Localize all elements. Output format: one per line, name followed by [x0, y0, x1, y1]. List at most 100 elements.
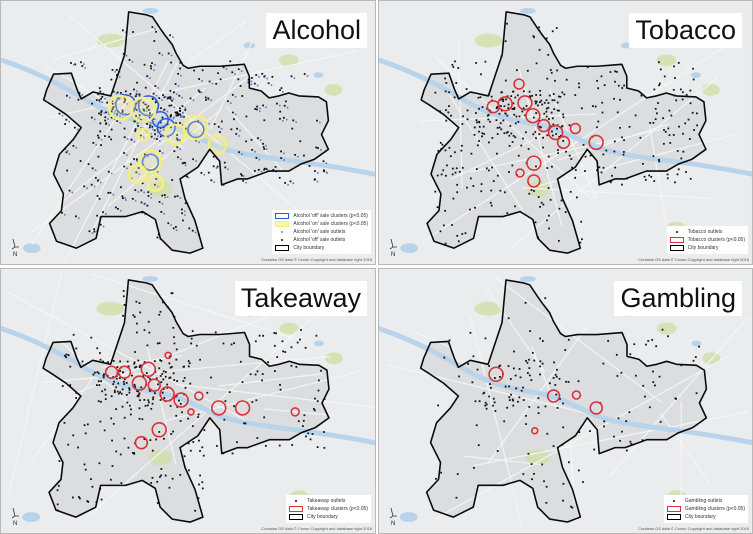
outlet-point: [490, 189, 493, 192]
park-area: [324, 352, 343, 365]
outlet-point-on-sale: [256, 84, 259, 87]
outlet-point: [129, 404, 131, 407]
outlet-point: [525, 414, 527, 417]
outlet-point-on-sale: [157, 185, 159, 188]
outlet-point: [504, 40, 507, 43]
outlet-point: [116, 366, 119, 369]
outlet-point: [146, 75, 149, 78]
outlet-point-on-sale: [97, 178, 100, 181]
road: [52, 24, 170, 61]
outlet-point: [480, 183, 483, 185]
outlet-point: [533, 36, 535, 39]
outlet-point: [191, 229, 194, 232]
outlet-point: [565, 380, 567, 383]
outlet-point: [506, 22, 508, 25]
outlet-point: [601, 111, 604, 114]
outlet-point: [547, 155, 550, 158]
outlet-point: [555, 375, 558, 378]
outlet-point: [159, 375, 162, 377]
outlet-point: [158, 431, 161, 433]
outlet-point: [443, 356, 446, 359]
outlet-point-on-sale: [250, 80, 253, 83]
outlet-point: [436, 206, 439, 209]
outlet-point-on-sale: [126, 154, 128, 156]
outlet-point: [297, 420, 300, 423]
outlet-point-on-sale: [177, 85, 180, 87]
outlet-point-on-sale: [320, 149, 322, 151]
outlet-point: [121, 388, 124, 391]
outlet-point: [87, 163, 90, 166]
outlet-point: [176, 405, 179, 408]
outlet-point: [475, 119, 478, 122]
outlet-point: [567, 381, 570, 383]
outlet-point: [596, 169, 598, 172]
outlet-point: [545, 37, 548, 40]
outlet-point-on-sale: [94, 169, 97, 172]
outlet-point: [116, 390, 119, 393]
road: [157, 74, 253, 147]
outlet-point: [139, 364, 142, 367]
outlet-point: [242, 179, 245, 182]
outlet-point: [303, 154, 305, 157]
outlet-point: [168, 362, 171, 365]
outlet-point: [528, 358, 530, 361]
outlet-point: [159, 310, 162, 313]
outlet-point: [124, 99, 127, 101]
outlet-point: [110, 417, 113, 420]
outlet-point: [150, 407, 153, 410]
outlet-point: [133, 451, 135, 454]
legend-item: Alcohol 'off' sale clusters (p<0.05): [275, 212, 368, 220]
outlet-point: [99, 223, 102, 226]
outlet-point: [455, 496, 458, 499]
outlet-point: [487, 169, 490, 172]
outlet-point-on-sale: [213, 181, 216, 183]
outlet-point: [674, 77, 676, 79]
outlet-point: [156, 342, 159, 345]
outlet-point: [652, 121, 655, 124]
outlet-point: [577, 469, 580, 472]
legend-dot-icon: [275, 229, 289, 235]
outlet-point-on-sale: [243, 175, 245, 177]
outlet-point: [245, 115, 248, 118]
outlet-point: [120, 186, 122, 189]
outlet-point: [556, 69, 559, 72]
outlet-point: [121, 111, 124, 113]
outlet-point: [602, 166, 605, 169]
outlet-point: [197, 89, 200, 92]
outlet-point: [537, 406, 540, 409]
outlet-point: [547, 53, 550, 56]
outlet-point: [562, 402, 564, 405]
outlet-point: [480, 190, 483, 193]
outlet-point: [668, 109, 671, 112]
outlet-point: [674, 181, 676, 184]
outlet-point: [614, 166, 617, 169]
outlet-point: [524, 114, 526, 117]
outlet-point: [172, 227, 175, 230]
outlet-point: [133, 361, 136, 364]
outlet-point: [548, 118, 550, 120]
outlet-point: [453, 96, 456, 99]
park-area: [279, 322, 300, 335]
outlet-point: [151, 62, 153, 64]
outlet-point: [99, 420, 102, 423]
outlet-point-on-sale: [113, 112, 116, 114]
outlet-point: [551, 134, 554, 137]
outlet-point: [168, 377, 171, 380]
outlet-point: [163, 96, 166, 99]
outlet-point: [254, 340, 257, 343]
map-legend: Tobacco outlets Tobacco clusters (p<0.05)…: [666, 226, 748, 254]
outlet-point: [148, 331, 151, 334]
outlet-point: [538, 133, 541, 136]
outlet-point: [142, 108, 145, 111]
outlet-point-on-sale: [180, 114, 182, 117]
outlet-point-on-sale: [287, 184, 289, 186]
outlet-point: [240, 173, 242, 176]
outlet-point: [184, 127, 187, 130]
outlet-point-on-sale: [211, 82, 214, 85]
outlet-point: [272, 168, 275, 171]
outlet-point: [602, 362, 605, 365]
outlet-point: [201, 69, 204, 72]
outlet-point: [146, 204, 149, 207]
legend-item: City boundary: [669, 244, 745, 252]
outlet-point: [669, 142, 672, 144]
